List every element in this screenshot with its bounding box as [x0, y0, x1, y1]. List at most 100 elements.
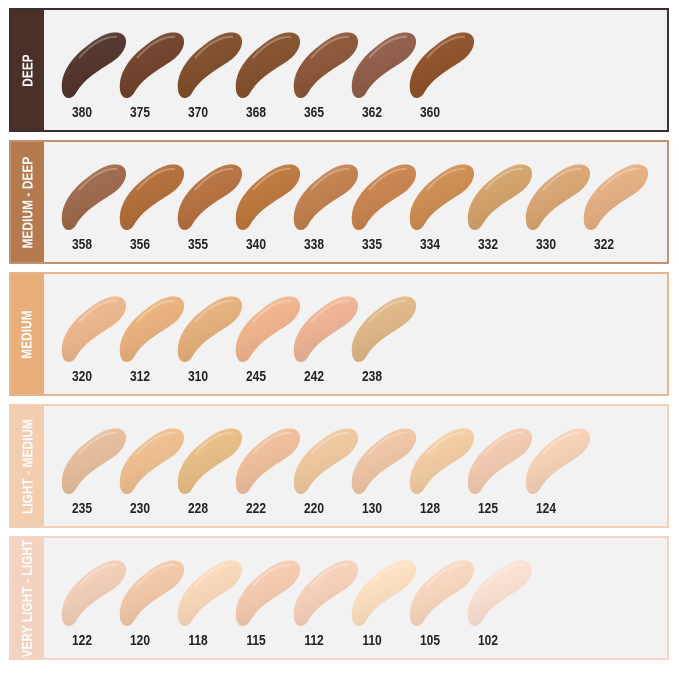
swatch-stroke [61, 428, 127, 495]
swatch-stroke [351, 164, 417, 231]
group-label-bar: MEDIUM [11, 274, 44, 394]
shade-swatch: 228 [175, 424, 245, 524]
shade-code: 355 [187, 236, 209, 253]
shade-code: 380 [71, 104, 93, 121]
swatch-stroke [409, 32, 475, 99]
shade-swatch: 222 [233, 424, 303, 524]
shade-code: 370 [187, 104, 209, 121]
swatch-stroke [177, 32, 243, 99]
shade-code: 310 [187, 368, 209, 385]
shade-swatch: 312 [117, 292, 187, 392]
swatch-stroke [293, 296, 359, 363]
shade-swatch: 375 [117, 28, 187, 128]
shade-swatch: 360 [407, 28, 477, 128]
group-label-bar: MEDIUM - DEEP [11, 142, 44, 262]
group-label-bar: VERY LIGHT - LIGHT [11, 538, 44, 658]
group-label-bar: LIGHT - MEDIUM [11, 406, 44, 526]
shade-chart: DEEP 380 375 370 368 365 362 360 MEDIUM - DEEP 35… [9, 8, 669, 660]
shade-swatch: 332 [465, 160, 535, 260]
shade-swatch: 320 [59, 292, 129, 392]
shade-swatch: 220 [291, 424, 361, 524]
swatch-row: 380 375 370 368 365 362 360 [44, 10, 667, 130]
swatch-row: 235 230 228 222 220 130 128 125 124 [44, 406, 667, 526]
swatch-stroke [583, 164, 649, 231]
swatch-stroke [409, 428, 475, 495]
shade-swatch: 245 [233, 292, 303, 392]
swatch-stroke [177, 428, 243, 495]
group-label: VERY LIGHT - LIGHT [19, 539, 37, 657]
shade-code: 105 [419, 632, 441, 649]
swatch-stroke [119, 296, 185, 363]
swatch-stroke [351, 32, 417, 99]
shade-code: 375 [129, 104, 151, 121]
shade-swatch: 334 [407, 160, 477, 260]
shade-swatch: 368 [233, 28, 303, 128]
shade-swatch: 235 [59, 424, 129, 524]
shade-code: 320 [71, 368, 93, 385]
swatch-stroke [61, 560, 127, 627]
swatch-stroke [351, 560, 417, 627]
shade-swatch: 358 [59, 160, 129, 260]
shade-code: 245 [245, 368, 267, 385]
shade-swatch: 330 [523, 160, 593, 260]
swatch-stroke [467, 560, 533, 627]
shade-swatch: 120 [117, 556, 187, 656]
shade-group-panel: MEDIUM - DEEP 358 356 355 340 338 335 334 332 330… [9, 140, 669, 264]
group-label-bar: DEEP [11, 10, 44, 130]
shade-code: 112 [304, 632, 324, 649]
shade-swatch: 355 [175, 160, 245, 260]
shade-code: 242 [303, 368, 325, 385]
shade-code: 238 [361, 368, 383, 385]
shade-code: 356 [129, 236, 151, 253]
shade-swatch: 130 [349, 424, 419, 524]
swatch-stroke [293, 32, 359, 99]
swatch-stroke [293, 560, 359, 627]
shade-swatch: 102 [465, 556, 535, 656]
shade-group-panel: DEEP 380 375 370 368 365 362 360 [9, 8, 669, 132]
shade-swatch: 365 [291, 28, 361, 128]
shade-code: 118 [188, 632, 208, 649]
swatch-stroke [119, 164, 185, 231]
shade-code: 115 [246, 632, 266, 649]
shade-code: 335 [361, 236, 383, 253]
shade-swatch: 124 [523, 424, 593, 524]
shade-swatch: 362 [349, 28, 419, 128]
shade-group-panel: LIGHT - MEDIUM 235 230 228 222 220 130 128 125 12… [9, 404, 669, 528]
shade-swatch: 125 [465, 424, 535, 524]
shade-swatch: 335 [349, 160, 419, 260]
shade-code: 312 [129, 368, 151, 385]
swatch-stroke [119, 428, 185, 495]
shade-swatch: 356 [117, 160, 187, 260]
shade-code: 128 [419, 500, 441, 517]
shade-swatch: 322 [581, 160, 651, 260]
shade-swatch: 230 [117, 424, 187, 524]
swatch-stroke [177, 560, 243, 627]
shade-swatch: 238 [349, 292, 419, 392]
shade-code: 362 [361, 104, 383, 121]
shade-code: 102 [477, 632, 499, 649]
shade-swatch: 128 [407, 424, 477, 524]
swatch-stroke [119, 32, 185, 99]
shade-group-panel: VERY LIGHT - LIGHT 122 120 118 115 112 110 105 1… [9, 536, 669, 660]
group-label: MEDIUM - DEEP [19, 156, 37, 248]
shade-code: 228 [187, 500, 209, 517]
shade-code: 334 [419, 236, 441, 253]
shade-swatch: 118 [175, 556, 245, 656]
swatch-stroke [525, 428, 591, 495]
shade-code: 130 [361, 500, 383, 517]
group-label: LIGHT - MEDIUM [19, 418, 37, 514]
shade-code: 340 [245, 236, 267, 253]
swatch-stroke [235, 428, 301, 495]
shade-swatch: 122 [59, 556, 129, 656]
swatch-stroke [467, 164, 533, 231]
shade-swatch: 112 [291, 556, 361, 656]
swatch-row: 320 312 310 245 242 238 [44, 274, 667, 394]
shade-swatch: 338 [291, 160, 361, 260]
shade-code: 322 [593, 236, 615, 253]
swatch-stroke [467, 428, 533, 495]
shade-code: 368 [245, 104, 267, 121]
swatch-stroke [119, 560, 185, 627]
swatch-stroke [61, 32, 127, 99]
swatch-stroke [177, 164, 243, 231]
shade-swatch: 105 [407, 556, 477, 656]
